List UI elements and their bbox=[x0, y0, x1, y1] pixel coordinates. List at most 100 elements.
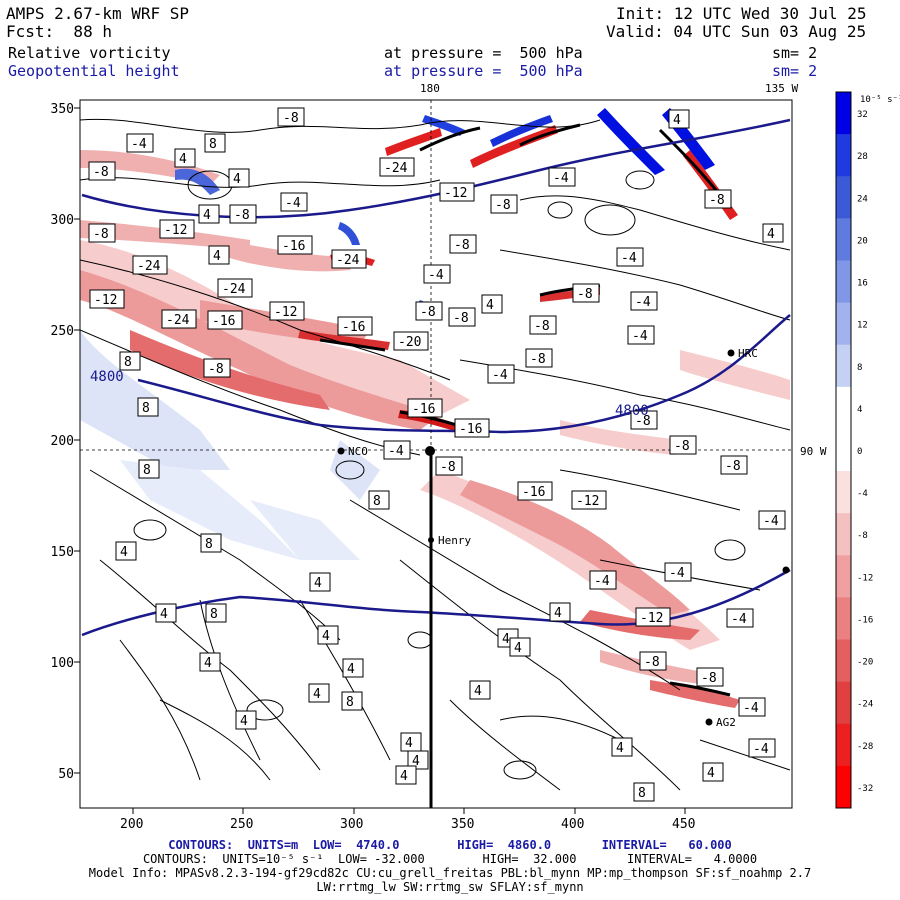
svg-text:-8: -8 bbox=[709, 193, 725, 208]
lon-label: 90 W bbox=[800, 445, 827, 458]
field1-pressure: at pressure = 500 hPa bbox=[384, 44, 583, 62]
colorbar-swatch bbox=[836, 428, 851, 472]
svg-text:-4: -4 bbox=[553, 171, 569, 186]
colorbar-swatch bbox=[836, 471, 851, 514]
contours-height-info: CONTOURS: UNITS=m LOW= 4740.0 HIGH= 4860… bbox=[168, 838, 732, 852]
svg-text:-12: -12 bbox=[94, 293, 117, 308]
colorbar-tick-label: 0 bbox=[857, 447, 862, 457]
colorbar-tick-label: -12 bbox=[857, 573, 873, 583]
svg-text:-12: -12 bbox=[640, 611, 663, 626]
colorbar-swatch bbox=[836, 681, 851, 725]
svg-text:4: 4 bbox=[203, 208, 211, 223]
field2-sm: sm= 2 bbox=[772, 62, 818, 80]
svg-text:-8: -8 bbox=[674, 439, 690, 454]
svg-text:4: 4 bbox=[233, 172, 241, 187]
svg-text:-8: -8 bbox=[534, 319, 550, 334]
station-marker bbox=[705, 718, 713, 726]
svg-text:4: 4 bbox=[707, 766, 715, 781]
colorbar-tick-label: -20 bbox=[857, 658, 873, 668]
svg-text:-4: -4 bbox=[669, 566, 685, 581]
axis-ticks bbox=[74, 107, 686, 814]
colorbar-swatch bbox=[836, 92, 851, 135]
height-label: 4800 bbox=[615, 403, 649, 419]
colorbar-swatch bbox=[836, 597, 851, 641]
dense-contour-streaks bbox=[319, 123, 731, 697]
svg-text:-24: -24 bbox=[222, 282, 246, 297]
svg-text:-8: -8 bbox=[495, 198, 511, 213]
svg-text:4: 4 bbox=[160, 607, 168, 622]
colorbar-swatch bbox=[836, 723, 851, 767]
svg-text:8: 8 bbox=[124, 355, 132, 370]
svg-text:-4: -4 bbox=[763, 514, 779, 529]
colorbar-swatch bbox=[836, 513, 851, 556]
svg-text:4: 4 bbox=[502, 632, 510, 647]
svg-text:4: 4 bbox=[673, 113, 681, 128]
svg-text:4: 4 bbox=[400, 769, 408, 784]
svg-text:-8: -8 bbox=[530, 352, 546, 367]
model-title: AMPS 2.67-km WRF SP bbox=[6, 4, 190, 23]
svg-text:4: 4 bbox=[240, 714, 248, 729]
station-label: NCO bbox=[348, 445, 368, 458]
height-label: 4800 bbox=[90, 369, 124, 385]
colorbar-tick-label: 4 bbox=[857, 405, 862, 415]
field1-sm: sm= 2 bbox=[772, 44, 818, 62]
svg-text:4: 4 bbox=[767, 227, 775, 242]
colorbar-tick-label: 8 bbox=[857, 363, 862, 373]
svg-text:4: 4 bbox=[120, 545, 128, 560]
svg-text:-4: -4 bbox=[621, 251, 637, 266]
colorbar-tick-label: 12 bbox=[857, 321, 868, 331]
svg-text:-4: -4 bbox=[428, 268, 444, 283]
y-tick-label: 50 bbox=[58, 767, 74, 782]
station-marker bbox=[428, 537, 434, 543]
colorbar-tick-label: -24 bbox=[857, 700, 873, 710]
svg-text:-8: -8 bbox=[635, 414, 651, 429]
y-tick-label: 200 bbox=[51, 434, 74, 449]
svg-text:-4: -4 bbox=[632, 329, 648, 344]
colorbar-tick-label: -8 bbox=[857, 531, 868, 541]
svg-text:-12: -12 bbox=[164, 223, 187, 238]
svg-text:8: 8 bbox=[210, 607, 218, 622]
valid-time: Valid: 04 UTC Sun 03 Aug 25 bbox=[606, 22, 867, 41]
colorbar-swatch bbox=[836, 344, 851, 388]
svg-text:4: 4 bbox=[347, 662, 355, 677]
svg-text:4: 4 bbox=[313, 687, 321, 702]
svg-text:4: 4 bbox=[486, 298, 494, 313]
lon-label: 135 W bbox=[765, 82, 798, 95]
svg-text:-8: -8 bbox=[440, 460, 456, 475]
svg-text:4: 4 bbox=[314, 576, 322, 591]
svg-text:8: 8 bbox=[142, 401, 150, 416]
colorbar-unit: 10⁻⁵ s⁻¹ bbox=[860, 95, 900, 105]
svg-text:8: 8 bbox=[143, 463, 151, 478]
colorbar-swatch bbox=[836, 134, 851, 177]
svg-text:-4: -4 bbox=[635, 295, 651, 310]
x-tick-label: 350 bbox=[451, 817, 474, 832]
svg-text:4: 4 bbox=[322, 629, 330, 644]
svg-text:4: 4 bbox=[204, 656, 212, 671]
svg-text:4: 4 bbox=[405, 736, 413, 751]
colorbar-swatch bbox=[836, 176, 851, 219]
station-marker bbox=[337, 447, 345, 455]
lon-label: 180 bbox=[420, 82, 440, 95]
svg-text:-8: -8 bbox=[420, 305, 436, 320]
init-time: Init: 12 UTC Wed 30 Jul 25 bbox=[616, 4, 867, 23]
svg-text:-4: -4 bbox=[731, 612, 747, 627]
colorbar-tick-label: 16 bbox=[857, 279, 868, 289]
svg-text:-16: -16 bbox=[459, 422, 482, 437]
station-label: HRC bbox=[738, 347, 758, 360]
svg-text:-16: -16 bbox=[212, 314, 235, 329]
svg-text:8: 8 bbox=[346, 695, 354, 710]
svg-text:-4: -4 bbox=[388, 444, 404, 459]
field2-name: Geopotential height bbox=[8, 62, 180, 80]
svg-text:4: 4 bbox=[179, 152, 187, 167]
svg-text:8: 8 bbox=[373, 494, 381, 509]
contours-vorticity-info: CONTOURS: UNITS=10⁻⁵ s⁻¹ LOW= -32.000 HI… bbox=[142, 852, 758, 866]
x-tick-label: 400 bbox=[561, 817, 584, 832]
svg-text:-24: -24 bbox=[384, 161, 408, 176]
svg-text:-8: -8 bbox=[644, 655, 660, 670]
label-neg: -4 bbox=[131, 137, 147, 152]
plot-frame bbox=[79, 99, 793, 809]
svg-text:-24: -24 bbox=[166, 313, 190, 328]
colorbar-swatch bbox=[836, 555, 851, 598]
svg-text:-8: -8 bbox=[725, 459, 741, 474]
